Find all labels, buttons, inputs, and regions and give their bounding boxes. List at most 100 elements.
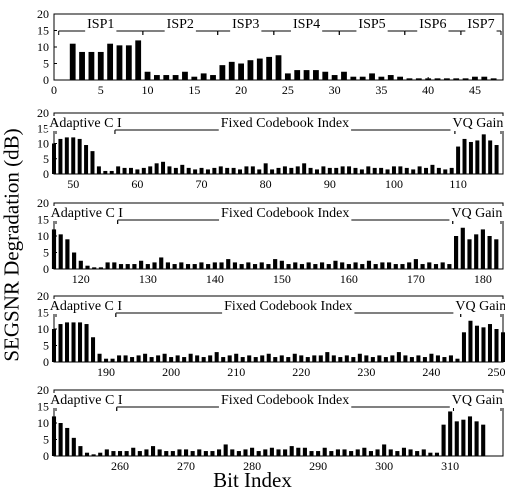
bar (340, 262, 345, 269)
y-tick-label: 5 (43, 152, 49, 166)
bar (375, 449, 380, 456)
bar (395, 451, 400, 456)
bar (294, 70, 301, 80)
bar (283, 449, 288, 456)
bar (362, 447, 367, 456)
bar (429, 353, 434, 362)
bar (360, 264, 365, 269)
bar (326, 264, 331, 269)
bar (131, 447, 136, 456)
bar (79, 51, 85, 80)
bar (433, 264, 439, 269)
bar (494, 329, 499, 362)
bar (386, 262, 392, 269)
bar (406, 78, 413, 80)
segment-label-bg (47, 116, 124, 131)
bar (259, 262, 264, 269)
bar (159, 257, 164, 269)
bar (422, 357, 427, 362)
segment-bracket: VQ Gain (453, 299, 505, 317)
bar (415, 451, 420, 456)
segment-label-bg (48, 393, 125, 408)
bar (144, 71, 151, 80)
bar (125, 264, 130, 269)
bar (398, 166, 403, 174)
bar (164, 451, 169, 456)
bar (97, 353, 102, 362)
bar (139, 260, 144, 269)
bar (349, 451, 354, 456)
bar (186, 167, 191, 174)
bar (124, 451, 129, 456)
bar (416, 355, 421, 362)
x-tick-label: 220 (292, 365, 310, 379)
bar (393, 264, 398, 269)
bar (165, 262, 171, 269)
bar (109, 170, 114, 174)
bar (246, 262, 251, 269)
segment-bracket: ISP6 (404, 17, 462, 35)
bar (295, 166, 300, 174)
bar (172, 264, 177, 269)
bar (214, 352, 219, 362)
segment-label-bg (417, 17, 449, 32)
bar (474, 325, 479, 362)
bar (325, 352, 330, 362)
bar (475, 140, 480, 174)
bar (353, 262, 358, 269)
bar (296, 447, 301, 456)
bar (322, 71, 329, 80)
bar (411, 169, 416, 174)
bar (312, 355, 317, 362)
bar (144, 449, 149, 456)
bar (409, 357, 414, 362)
x-tick-label: 10 (142, 83, 154, 97)
bar (192, 264, 197, 269)
segment-bracket: ISP4 (273, 17, 340, 35)
bar (58, 423, 63, 456)
segment-label-bg (85, 17, 117, 32)
bar (331, 355, 336, 362)
bar (303, 70, 310, 80)
segment-label-bg (48, 206, 126, 221)
bar (413, 259, 418, 269)
bar (305, 357, 310, 362)
bar (350, 76, 357, 80)
segment-label: VQ Gain (451, 206, 502, 221)
y-tick-label: 15 (37, 306, 49, 320)
bar (353, 167, 358, 174)
bar (130, 357, 135, 362)
bar (494, 239, 499, 269)
x-tick-label: 300 (375, 459, 393, 473)
y-tick-label: 15 (37, 24, 49, 38)
bar (487, 324, 493, 362)
panel-4: 0 5 10 15 20 190 200 210 220 230 240 250 Adaptive C … (37, 289, 505, 379)
segment-label: Fixed Codebook Index (221, 393, 349, 408)
bar (132, 264, 137, 269)
bar (359, 169, 364, 174)
bar (161, 161, 166, 174)
x-tick-label: 30 (329, 83, 341, 97)
bar (373, 264, 378, 269)
bar (154, 163, 159, 174)
bar (103, 170, 108, 174)
bar (163, 75, 170, 80)
bar (111, 451, 116, 456)
bar (51, 229, 57, 269)
y-tick-label: 20 (37, 289, 49, 303)
bar (480, 229, 485, 269)
bar (152, 262, 157, 269)
bar (244, 166, 249, 174)
y-tick-label: 20 (37, 106, 49, 120)
segment-label: ISP4 (293, 17, 320, 32)
bar (247, 60, 254, 80)
bar (494, 145, 499, 174)
bar (58, 324, 63, 362)
x-tick-label: 60 (131, 177, 143, 191)
bar (227, 355, 232, 362)
bar (90, 151, 95, 174)
segment-label: VQ Gain (455, 299, 505, 314)
x-tick-label: 25 (282, 83, 294, 97)
segment-bracket: ISP7 (460, 17, 502, 35)
